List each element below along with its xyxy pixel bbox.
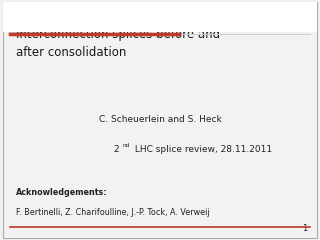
Text: Acknowledgements:: Acknowledgements:: [16, 188, 108, 197]
Text: 1: 1: [302, 224, 307, 233]
Text: C. Scheuerlein and S. Heck: C. Scheuerlein and S. Heck: [99, 115, 221, 125]
Text: nd: nd: [123, 144, 130, 148]
FancyBboxPatch shape: [8, 5, 42, 31]
Text: F. Bertinelli, Z. Charifoulline, J.-P. Tock, A. Verweij: F. Bertinelli, Z. Charifoulline, J.-P. T…: [16, 208, 210, 216]
Text: 2: 2: [114, 145, 119, 155]
Text: LHC splice review, 28.11.2011: LHC splice review, 28.11.2011: [132, 145, 272, 155]
Text: Quality control of the LHC main
interconnection splices before and
after consoli: Quality control of the LHC main intercon…: [16, 11, 220, 59]
